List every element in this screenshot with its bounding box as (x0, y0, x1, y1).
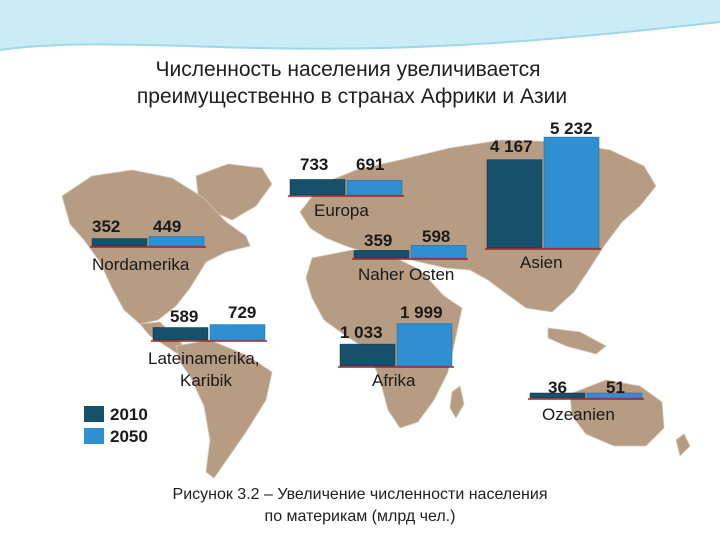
category-label-5: Afrika (372, 371, 416, 390)
bar-2010-4 (152, 327, 209, 341)
bar-2010-1 (289, 179, 346, 196)
value-label-2050-4: 729 (228, 303, 256, 322)
legend-swatch-2010 (84, 406, 104, 422)
value-label-2010-3: 4 167 (490, 137, 533, 156)
value-label-2050-5: 1 999 (400, 303, 443, 322)
category-label-4: Lateinamerika, (148, 349, 260, 368)
value-label-2010-4: 589 (170, 307, 198, 326)
page-title-line-1: Численность населения увеличивается (155, 58, 541, 81)
value-label-2010-2: 359 (364, 231, 392, 250)
figure-caption-line-1: Рисунок 3.2 – Увеличение численности нас… (172, 486, 548, 503)
value-label-2050-3: 5 232 (550, 119, 593, 138)
legend-swatch-2050 (84, 428, 104, 444)
value-label-2010-6: 36 (548, 378, 567, 397)
value-label-2050-0: 449 (153, 217, 181, 236)
value-label-2010-1: 733 (300, 155, 328, 174)
value-label-2010-5: 1 033 (340, 323, 383, 342)
bar-2010-0 (91, 238, 148, 247)
page-title-line-2: преимущественно в странах Африки и Азии (136, 85, 568, 108)
labels-layer: 352 449 Nordamerika 733 691 Europa 359 598 Naher… (92, 119, 625, 424)
bar-2050-2 (410, 245, 467, 259)
legend-label-2050: 2050 (110, 427, 148, 446)
header-wave-decoration (0, 0, 720, 51)
value-label-2050-2: 598 (422, 227, 450, 246)
bar-2050-4 (209, 324, 266, 341)
bars-layer (90, 136, 644, 400)
legend-label-2010: 2010 (110, 405, 148, 424)
value-label-2050-6: 51 (606, 378, 625, 397)
bar-2050-1 (346, 180, 403, 196)
value-label-2010-0: 352 (92, 217, 120, 236)
category-label-4-line-2: Karibik (180, 371, 232, 390)
legend: 2010 2050 (84, 405, 148, 446)
bar-2050-0 (148, 236, 205, 247)
category-label-0: Nordamerika (92, 255, 190, 274)
category-label-2: Naher Osten (358, 265, 454, 284)
bar-2010-5 (339, 343, 396, 367)
bar-2010-6 (529, 392, 586, 399)
bar-2050-6 (586, 392, 643, 399)
bar-2010-3 (486, 159, 543, 249)
category-label-3: Asien (520, 253, 563, 272)
bar-2050-3 (543, 136, 600, 249)
value-label-2050-1: 691 (356, 155, 384, 174)
bar-2010-2 (353, 250, 410, 259)
category-label-6: Ozeanien (542, 405, 615, 424)
figure-caption-line-2: по материкам (млрд чел.) (264, 508, 456, 525)
category-label-1: Europa (314, 201, 369, 220)
bar-2050-5 (396, 323, 453, 367)
